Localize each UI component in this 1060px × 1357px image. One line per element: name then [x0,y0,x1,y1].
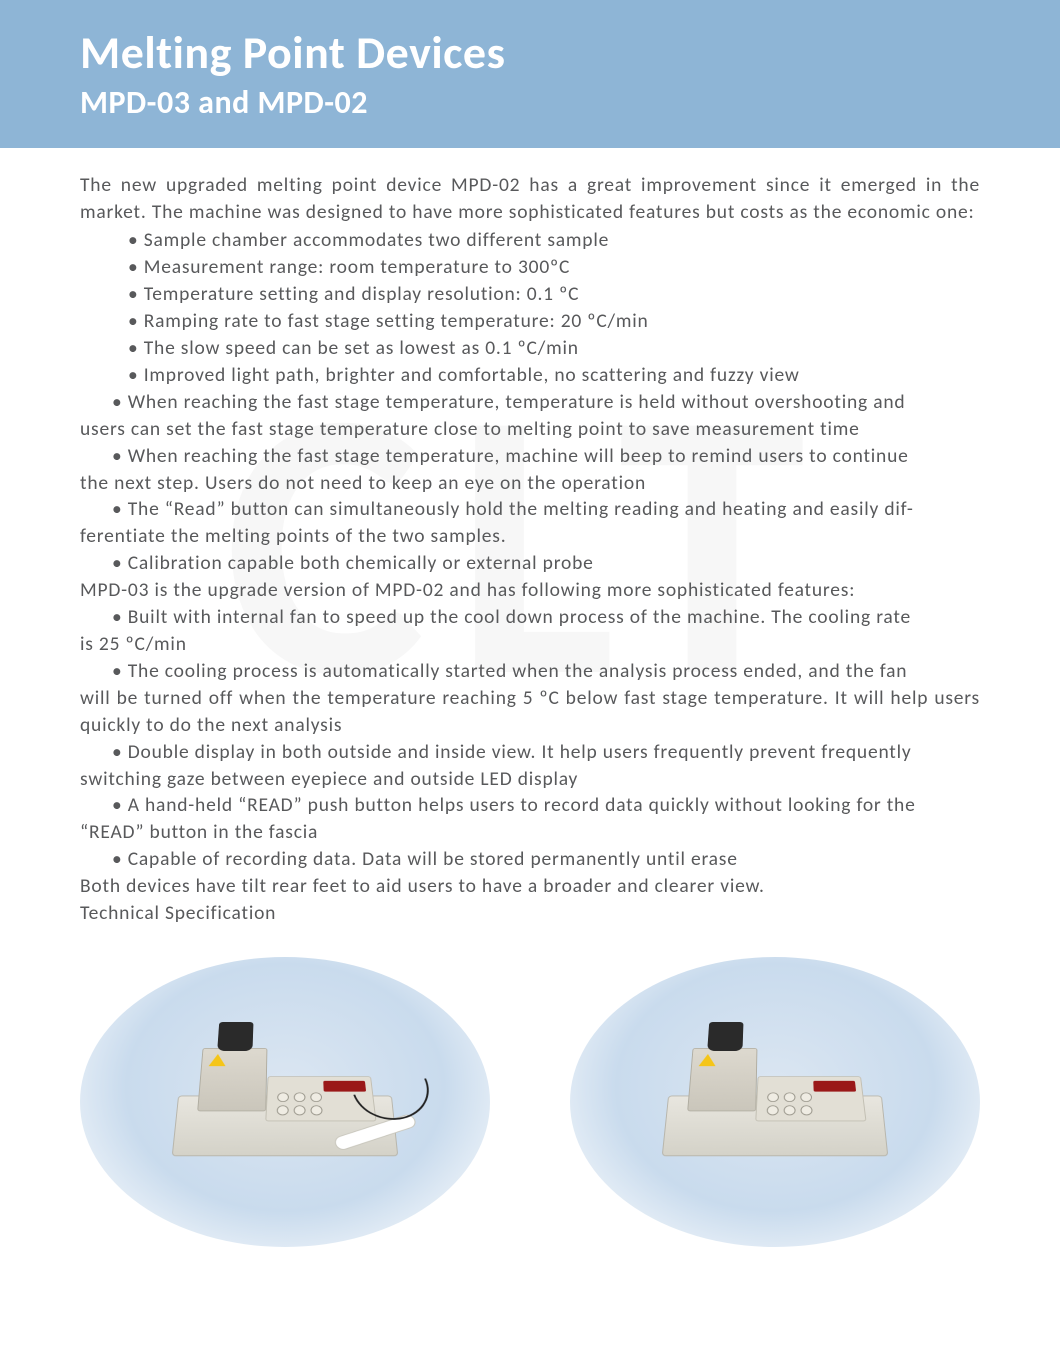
bullet-item: • Ramping rate to fast stage setting tem… [80,308,980,335]
page-subtitle: MPD-03 and MPD-02 [80,83,980,122]
bullet-item: • When reaching the fast stage temperatu… [80,443,980,470]
device-illustration [665,1090,885,1160]
body-content: The new upgraded melting point device MP… [0,148,1060,927]
closing-text: Both devices have tilt rear feet to aid … [80,873,980,900]
bullet-item: • Double display in both outside and ins… [80,739,980,766]
bullet-item: • Capable of recording data. Data will b… [80,846,980,873]
bullet-item: • The slow speed can be set as lowest as… [80,335,980,362]
button-row [767,1093,812,1103]
product-images-row [0,927,1060,1247]
eyepiece-icon [217,1022,253,1051]
bullet-continuation: ferentiate the melting points of the two… [80,523,980,550]
bullet-item: • When reaching the fast stage temperatu… [80,389,980,416]
device-base [662,1096,889,1157]
control-panel [755,1076,866,1121]
bullet-continuation: switching gaze between eyepiece and outs… [80,766,980,793]
bullet-item: • Sample chamber accommodates two differ… [80,227,980,254]
product-image-left [80,957,490,1247]
page-title: Melting Point Devices [80,28,980,79]
device-illustration [175,1090,395,1160]
bullet-continuation: is 25 ºC/min [80,631,980,658]
led-display-icon [813,1081,856,1092]
button-row [277,1105,323,1115]
section-heading: Technical Specification [80,900,980,927]
intro-paragraph: The new upgraded melting point device MP… [80,172,980,226]
header-banner: Melting Point Devices MPD-03 and MPD-02 [0,0,1060,148]
bullet-item: • Built with internal fan to speed up th… [80,604,980,631]
bullet-item: • The “Read” button can simultaneously h… [80,496,980,523]
bullet-continuation: users can set the fast stage temperature… [80,416,980,443]
bullet-item: • Calibration capable both chemically or… [80,550,980,577]
device-base [172,1096,399,1157]
bullet-continuation: the next step. Users do not need to keep… [80,470,980,497]
bullet-item: • A hand-held “READ” push button helps u… [80,792,980,819]
section-intro: MPD-03 is the upgrade version of MPD-02 … [80,577,980,604]
device-tower [687,1048,757,1111]
bullet-item: • Measurement range: room temperature to… [80,254,980,281]
bullet-item: • The cooling process is automatically s… [80,658,980,685]
eyepiece-icon [707,1022,743,1051]
button-row [277,1093,322,1103]
bullet-continuation: “READ” button in the fascia [80,819,980,846]
bullet-item: • Improved light path, brighter and comf… [80,362,980,389]
device-tower [197,1048,267,1111]
bullet-item: • Temperature setting and display resolu… [80,281,980,308]
bullet-continuation: will be turned off when the temperature … [80,685,980,739]
button-row [767,1105,813,1115]
product-image-right [570,957,980,1247]
